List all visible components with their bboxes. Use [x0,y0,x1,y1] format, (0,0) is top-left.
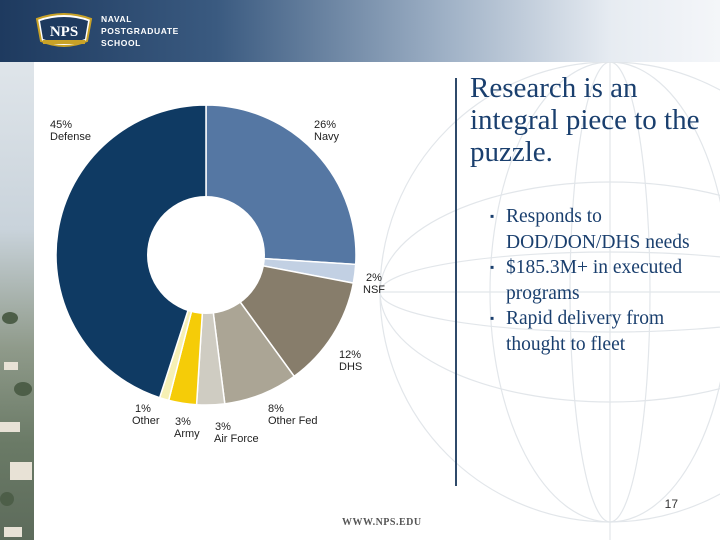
slide-title: Research is an integral piece to the puz… [470,72,700,168]
strip-building [4,527,22,537]
strip-tree [2,312,18,324]
campus-photo-strip [0,62,34,540]
slice-defense [55,104,207,399]
bullet-text: Rapid delivery from thought to fleet [506,308,665,355]
logo-seal-text: NPS [50,24,78,40]
footer-url: WWW.NPS.EDU [342,517,422,528]
label-navy-name: Navy [314,131,340,143]
logo-line-1: NAVAL [101,14,133,24]
strip-tree [14,382,32,396]
strip-building [4,362,18,370]
strip-building [0,422,20,432]
label-other-pct: 1% [135,403,151,415]
label-nsf-pct: 2% [366,272,382,284]
label-air-force-pct: 3% [215,421,231,433]
label-navy-pct: 26% [314,119,336,131]
bullet-item: ▪ Rapid delivery from thought to fleet [486,306,706,357]
label-defense-name: Defense [50,131,91,143]
page-number: 17 [664,497,678,511]
bullet-text: Responds to DOD/DON/DHS needs [506,206,690,253]
label-army-name: Army [174,428,200,440]
bullet-item: ▪ Responds to DOD/DON/DHS needs [486,204,706,255]
label-dhs-name: DHS [339,361,362,373]
nps-logo-seal: NPS [35,13,93,47]
bullet-list: ▪ Responds to DOD/DON/DHS needs ▪ $185.3M+… [486,204,706,357]
label-dhs-pct: 12% [339,349,361,361]
logo-line-2: POSTGRADUATE [101,26,179,36]
label-air-force-name: Air Force [214,433,259,445]
label-nsf-name: NSF [363,284,385,296]
label-defense-pct: 45% [50,119,72,131]
square-bullet-icon: ▪ [490,209,495,223]
strip-building [10,462,32,480]
bullet-item: ▪ $185.3M+ in executed programs [486,255,706,306]
label-other-fed-name: Other Fed [268,415,318,427]
strip-tree [0,492,14,506]
square-bullet-icon: ▪ [490,311,495,325]
square-bullet-icon: ▪ [490,260,495,274]
label-army-pct: 3% [175,416,191,428]
logo-line-3: SCHOOL [101,38,141,48]
label-other-name: Other [132,415,160,427]
vertical-divider [455,78,457,486]
bullet-text: $185.3M+ in executed programs [506,257,683,304]
donut-hole [147,196,265,314]
label-other-fed-pct: 8% [268,403,284,415]
header-band: NPS NAVAL POSTGRADUATE SCHOOL [0,0,720,62]
